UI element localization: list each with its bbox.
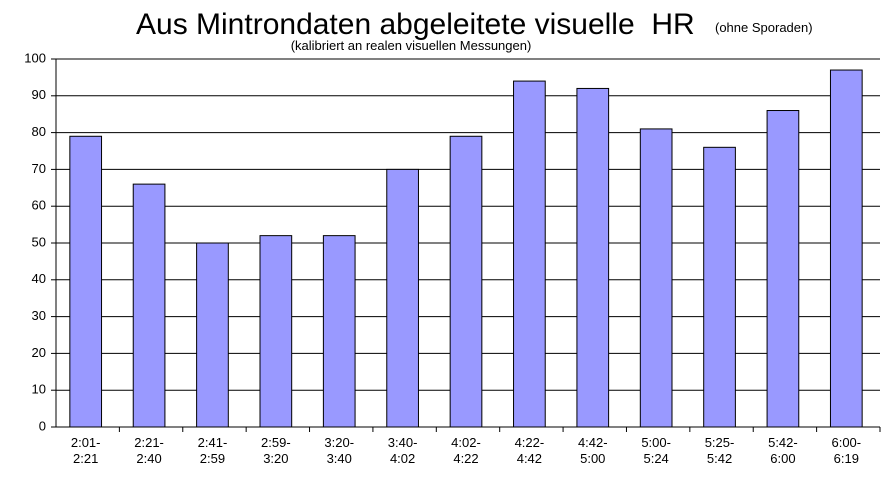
y-tick-label: 40 — [32, 271, 46, 286]
x-tick-label: 5:00-5:24 — [641, 435, 671, 466]
x-tick-label: 5:42-6:00 — [768, 435, 798, 466]
x-tick-label-line: 4:02 — [390, 451, 415, 466]
x-tick-label-line: 4:42- — [578, 435, 608, 450]
bar — [69, 135, 103, 428]
y-tick-label: 80 — [32, 124, 46, 139]
title-note: (ohne Sporaden) — [715, 20, 813, 35]
x-tick-label-line: 4:02- — [451, 435, 481, 450]
x-tick-label: 5:25-5:42 — [705, 435, 735, 466]
y-tick-label: 60 — [32, 198, 46, 213]
x-tick-label: 3:20-3:40 — [324, 435, 354, 466]
x-tick-label-line: 2:59- — [261, 435, 291, 450]
x-tick-label-line: 5:24 — [643, 451, 668, 466]
x-tick-label: 6:00-6:19 — [831, 435, 861, 466]
bar — [449, 135, 483, 428]
bar — [196, 242, 229, 428]
bar — [766, 110, 800, 428]
bar — [513, 80, 546, 428]
x-tick-label-line: 4:22 — [453, 451, 478, 466]
x-tick-label-line: 4:42 — [517, 451, 542, 466]
x-tick-label-line: 6:00- — [831, 435, 861, 450]
bar — [576, 87, 610, 428]
y-tick-label: 100 — [24, 50, 46, 65]
x-tick-label-line: 5:00- — [641, 435, 671, 450]
bar — [703, 146, 736, 428]
x-tick-label: 4:42-5:00 — [578, 435, 608, 466]
y-tick-label: 90 — [32, 87, 46, 102]
y-tick-label: 10 — [32, 382, 46, 397]
x-tick-label-line: 3:20 — [263, 451, 288, 466]
y-tick-label: 70 — [32, 161, 46, 176]
x-tick-label-line: 6:00 — [770, 451, 795, 466]
x-tick-label: 4:02-4:22 — [451, 435, 481, 466]
x-tick-label-line: 2:40 — [136, 451, 161, 466]
x-tick-label-line: 3:40- — [388, 435, 418, 450]
x-tick-label: 2:41-2:59 — [198, 435, 228, 466]
x-tick-label: 4:22-4:42 — [515, 435, 545, 466]
chart-title: Aus Mintrondaten abgeleitete visuelle HR — [136, 8, 695, 41]
x-tick-label: 2:59-3:20 — [261, 435, 291, 466]
chart-subtitle: (kalibriert an realen visuellen Messunge… — [291, 38, 532, 53]
x-tick-label-line: 3:40 — [327, 451, 352, 466]
bar — [322, 235, 356, 428]
y-tick-label: 50 — [32, 234, 46, 249]
x-tick-label-line: 2:41- — [198, 435, 228, 450]
bar — [829, 69, 863, 428]
x-tick-label-line: 5:25- — [705, 435, 735, 450]
x-tick-label-line: 4:22- — [515, 435, 545, 450]
bar — [132, 183, 166, 428]
x-tick-label-line: 2:21 — [73, 451, 98, 466]
x-tick-label-line: 5:42 — [707, 451, 732, 466]
x-tick-label-line: 2:59 — [200, 451, 225, 466]
x-tick-label-line: 2:21- — [134, 435, 164, 450]
y-tick-label: 20 — [32, 345, 46, 360]
x-tick-label-line: 5:42- — [768, 435, 798, 450]
y-tick-label: 0 — [39, 418, 46, 433]
x-tick-label: 3:40-4:02 — [388, 435, 418, 466]
x-tick-label-line: 3:20- — [324, 435, 354, 450]
x-tick-label: 2:01-2:21 — [71, 435, 101, 466]
x-tick-label: 2:21-2:40 — [134, 435, 164, 466]
x-tick-label-line: 6:19 — [834, 451, 859, 466]
x-tick-label-line: 2:01- — [71, 435, 101, 450]
x-tick-label-line: 5:00 — [580, 451, 605, 466]
bar — [259, 235, 293, 428]
bar — [386, 168, 419, 428]
bar — [639, 128, 673, 428]
y-tick-label: 30 — [32, 308, 46, 323]
